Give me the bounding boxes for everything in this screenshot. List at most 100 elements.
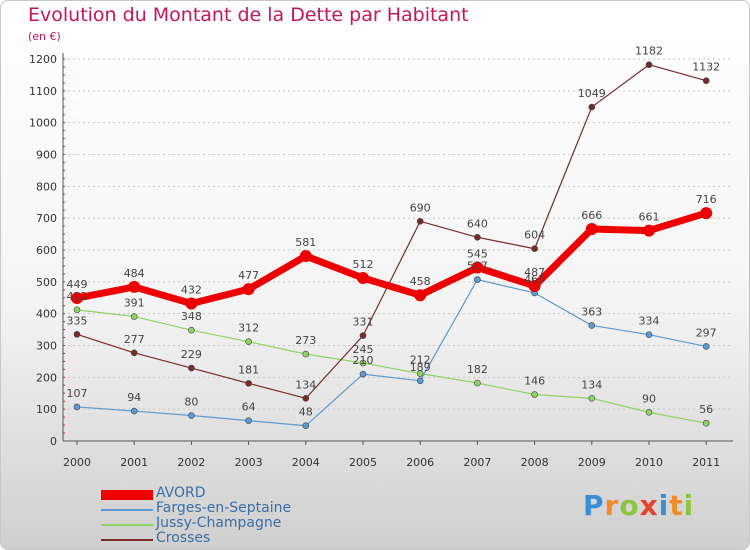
data-label: 210 [353, 354, 374, 367]
data-label: 432 [181, 283, 202, 296]
y-tick-label: 700 [36, 212, 57, 225]
data-label: 335 [67, 314, 88, 327]
data-label: 90 [642, 392, 656, 405]
data-point [245, 380, 252, 387]
data-label: 94 [127, 391, 141, 404]
data-point [242, 283, 255, 296]
data-point [71, 292, 83, 305]
data-label: 297 [696, 326, 717, 339]
data-point [702, 77, 710, 84]
data-point [245, 417, 252, 424]
data-label: 182 [467, 363, 488, 376]
chart-subtitle: (en €) [28, 30, 61, 43]
data-point [416, 377, 424, 385]
y-tick-label: 200 [36, 371, 57, 384]
y-tick-label: 1000 [29, 117, 57, 130]
y-tick-label: 400 [36, 308, 57, 321]
x-tick-label: 2010 [635, 456, 663, 469]
data-point [130, 407, 138, 415]
data-point [302, 395, 310, 402]
legend-label: Jussy-Champagne [156, 515, 282, 531]
x-tick-label: 2005 [349, 456, 377, 469]
legend-label: Crosses [156, 530, 211, 546]
data-point [299, 250, 312, 263]
data-point [471, 261, 484, 274]
data-label: 245 [353, 343, 374, 356]
x-tick-label: 2002 [177, 456, 205, 469]
data-point [130, 349, 138, 357]
data-label: 1182 [635, 45, 663, 58]
legend-swatch [101, 539, 153, 541]
data-label: 334 [639, 315, 660, 328]
legend-swatch [101, 524, 153, 526]
data-label: 449 [67, 278, 88, 291]
x-tick-label: 2008 [521, 456, 549, 469]
y-tick-label: 800 [36, 180, 57, 193]
legend-label: AVORD [156, 485, 206, 501]
data-point [645, 61, 653, 69]
data-point [474, 379, 481, 387]
data-point [700, 207, 713, 220]
data-point [702, 419, 710, 427]
data-label: 146 [524, 375, 545, 388]
series-line-crosses [76, 64, 707, 399]
data-label: 545 [467, 248, 488, 261]
data-point [585, 222, 598, 235]
data-label: 487 [524, 266, 545, 279]
y-tick-label: 1100 [29, 85, 57, 98]
data-label: 412 [67, 290, 88, 303]
data-label: 640 [467, 217, 488, 230]
data-point [359, 359, 367, 367]
proxiti-logo: Proxiti [583, 489, 695, 522]
data-point [128, 280, 141, 293]
data-point [474, 233, 481, 241]
data-label: 64 [242, 401, 256, 414]
data-label: 134 [581, 378, 602, 391]
x-tick-label: 2003 [235, 456, 263, 469]
x-tick-label: 2001 [120, 456, 148, 469]
y-tick-label: 0 [50, 435, 57, 448]
data-label: 331 [353, 316, 374, 329]
data-point [188, 326, 195, 334]
data-point [645, 409, 653, 416]
y-tick-label: 100 [36, 403, 57, 416]
data-label: 716 [696, 193, 717, 206]
data-point [474, 276, 481, 283]
data-label: 604 [524, 229, 545, 242]
data-label: 363 [581, 305, 602, 318]
data-point [588, 322, 596, 329]
series-line-avord [73, 209, 710, 307]
legend-swatch [101, 509, 153, 511]
data-label: 273 [295, 334, 316, 347]
data-label: 48 [299, 406, 313, 419]
data-point [130, 313, 138, 320]
data-point [588, 103, 596, 111]
data-point [359, 370, 367, 378]
data-point [531, 245, 538, 253]
data-point [416, 370, 424, 377]
data-point [359, 332, 367, 339]
legend-label: Farges-en-Septaine [156, 500, 292, 516]
y-tick-label: 500 [36, 276, 57, 289]
data-point [531, 391, 538, 398]
data-point [188, 364, 195, 372]
data-label: 690 [410, 201, 431, 214]
data-label: 484 [124, 267, 145, 280]
data-point [702, 343, 710, 350]
x-tick-label: 2011 [692, 456, 720, 469]
data-label: 661 [639, 211, 660, 224]
data-label: 666 [581, 209, 602, 222]
data-point [73, 403, 81, 411]
data-label: 1132 [692, 61, 720, 74]
data-point [528, 279, 541, 292]
series-line-jussy-champagne [76, 309, 707, 424]
x-tick-label: 2009 [578, 456, 606, 469]
x-tick-label: 2006 [406, 456, 434, 469]
data-point [645, 331, 653, 338]
data-point [185, 297, 198, 310]
data-point [73, 306, 81, 314]
data-label: 507 [467, 260, 488, 273]
data-label: 581 [295, 236, 316, 249]
